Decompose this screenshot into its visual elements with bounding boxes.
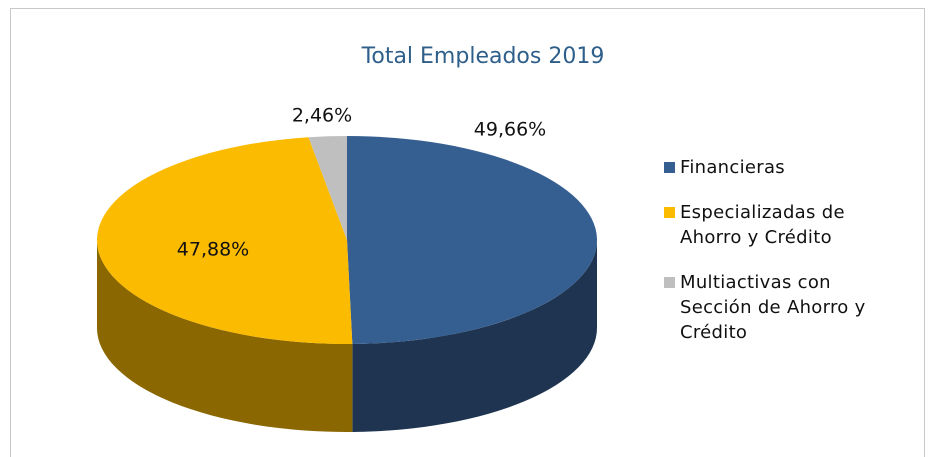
data-label: 2,46% [292,105,352,127]
legend-label: Especializadas de Ahorro y Crédito [680,202,845,248]
slice-side [97,240,353,432]
slice [308,136,347,240]
slice-side [352,240,597,432]
legend-item: Multiactivas con Sección de Ahorro y Cré… [664,270,869,345]
legend-label: Financieras [680,157,785,178]
chart-frame [10,8,925,457]
slice [97,137,353,344]
data-label: 47,88% [177,239,249,261]
chart-title: Total Empleados 2019 [361,44,605,69]
legend-label: Multiactivas con Sección de Ahorro y Cré… [680,272,866,343]
slice [347,136,597,344]
legend-swatch [664,162,675,173]
legend-swatch [664,277,675,288]
legend: Financieras Especializadas de Ahorro y Cr… [664,155,869,365]
legend-item: Financieras [664,155,869,180]
data-label: 49,66% [474,119,546,141]
legend-item: Especializadas de Ahorro y Crédito [664,200,869,250]
legend-swatch [664,207,675,218]
